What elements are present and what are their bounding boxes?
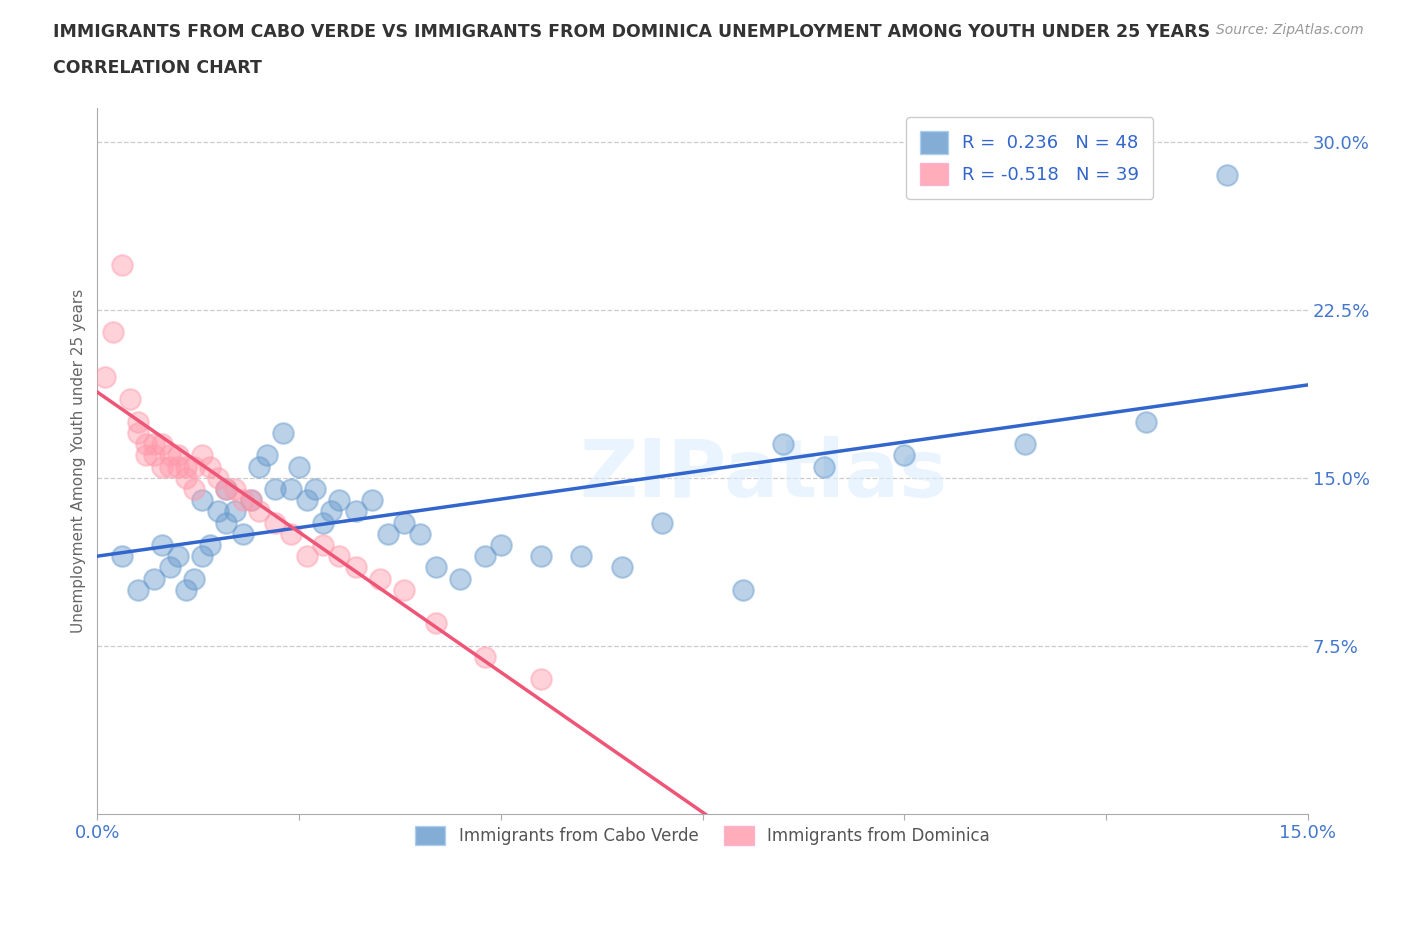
Point bbox=[127, 582, 149, 597]
Point bbox=[159, 560, 181, 575]
Point bbox=[207, 471, 229, 485]
Point bbox=[1135, 414, 1157, 429]
Point bbox=[135, 437, 157, 452]
Point bbox=[280, 526, 302, 541]
Point bbox=[813, 459, 835, 474]
Point bbox=[271, 425, 294, 440]
Point bbox=[474, 649, 496, 664]
Point bbox=[215, 482, 238, 497]
Point bbox=[135, 448, 157, 463]
Point bbox=[200, 459, 222, 474]
Point bbox=[263, 482, 285, 497]
Point bbox=[247, 459, 270, 474]
Point bbox=[425, 560, 447, 575]
Point bbox=[191, 549, 214, 564]
Point bbox=[174, 459, 197, 474]
Point bbox=[368, 571, 391, 586]
Point bbox=[224, 504, 246, 519]
Point bbox=[247, 504, 270, 519]
Point bbox=[344, 504, 367, 519]
Point bbox=[425, 616, 447, 631]
Point bbox=[159, 459, 181, 474]
Point bbox=[110, 549, 132, 564]
Point bbox=[110, 258, 132, 272]
Point bbox=[103, 325, 125, 339]
Point bbox=[312, 538, 335, 552]
Point bbox=[304, 482, 326, 497]
Legend: Immigrants from Cabo Verde, Immigrants from Dominica: Immigrants from Cabo Verde, Immigrants f… bbox=[402, 813, 1002, 858]
Point bbox=[449, 571, 471, 586]
Point bbox=[474, 549, 496, 564]
Point bbox=[224, 482, 246, 497]
Point bbox=[295, 493, 318, 508]
Point bbox=[772, 437, 794, 452]
Point bbox=[142, 448, 165, 463]
Point bbox=[392, 582, 415, 597]
Point bbox=[142, 437, 165, 452]
Point bbox=[530, 549, 553, 564]
Point bbox=[150, 459, 173, 474]
Point bbox=[280, 482, 302, 497]
Point bbox=[377, 526, 399, 541]
Point bbox=[232, 493, 254, 508]
Point bbox=[321, 504, 343, 519]
Point bbox=[191, 448, 214, 463]
Text: Source: ZipAtlas.com: Source: ZipAtlas.com bbox=[1216, 23, 1364, 37]
Point bbox=[142, 571, 165, 586]
Point bbox=[183, 482, 205, 497]
Point bbox=[159, 448, 181, 463]
Point bbox=[731, 582, 754, 597]
Point bbox=[295, 549, 318, 564]
Text: IMMIGRANTS FROM CABO VERDE VS IMMIGRANTS FROM DOMINICA UNEMPLOYMENT AMONG YOUTH : IMMIGRANTS FROM CABO VERDE VS IMMIGRANTS… bbox=[53, 23, 1211, 41]
Point bbox=[183, 459, 205, 474]
Point bbox=[215, 482, 238, 497]
Point bbox=[893, 448, 915, 463]
Point bbox=[174, 582, 197, 597]
Point bbox=[127, 425, 149, 440]
Point bbox=[167, 549, 190, 564]
Point bbox=[118, 392, 141, 406]
Point bbox=[183, 571, 205, 586]
Point bbox=[328, 549, 350, 564]
Point bbox=[239, 493, 262, 508]
Point bbox=[150, 437, 173, 452]
Point bbox=[200, 538, 222, 552]
Point bbox=[489, 538, 512, 552]
Point bbox=[94, 369, 117, 384]
Point bbox=[232, 526, 254, 541]
Point bbox=[344, 560, 367, 575]
Point bbox=[239, 493, 262, 508]
Point bbox=[256, 448, 278, 463]
Point bbox=[215, 515, 238, 530]
Point bbox=[263, 515, 285, 530]
Point bbox=[530, 672, 553, 687]
Point bbox=[167, 459, 190, 474]
Point bbox=[191, 493, 214, 508]
Point bbox=[1216, 167, 1239, 182]
Point bbox=[174, 471, 197, 485]
Point bbox=[328, 493, 350, 508]
Point bbox=[360, 493, 382, 508]
Point bbox=[312, 515, 335, 530]
Point bbox=[610, 560, 633, 575]
Y-axis label: Unemployment Among Youth under 25 years: Unemployment Among Youth under 25 years bbox=[72, 289, 86, 633]
Point bbox=[127, 414, 149, 429]
Text: ZIPatlas: ZIPatlas bbox=[579, 436, 948, 514]
Point bbox=[392, 515, 415, 530]
Text: CORRELATION CHART: CORRELATION CHART bbox=[53, 59, 263, 76]
Point bbox=[150, 538, 173, 552]
Point bbox=[651, 515, 673, 530]
Point bbox=[167, 448, 190, 463]
Point bbox=[409, 526, 432, 541]
Point bbox=[571, 549, 593, 564]
Point bbox=[207, 504, 229, 519]
Point bbox=[1014, 437, 1036, 452]
Point bbox=[288, 459, 311, 474]
